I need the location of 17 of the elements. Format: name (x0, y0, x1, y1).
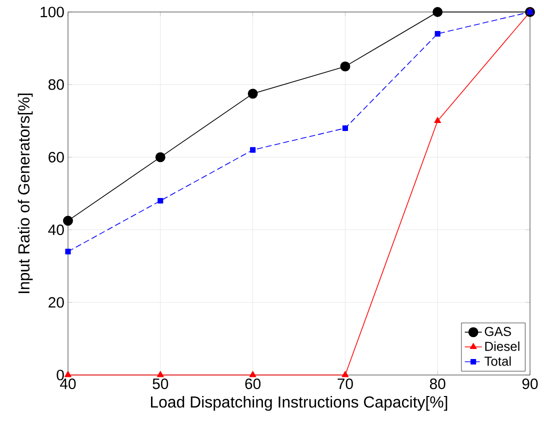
y-axis-title: Input Ratio of Generators[%] (18, 94, 33, 294)
y-tick-label: 60 (48, 152, 64, 162)
y-tick-label: 80 (48, 79, 64, 90)
x-tick-label: 80 (430, 378, 446, 390)
x-tick-label: 50 (152, 378, 168, 390)
legend-label: GAS (484, 326, 511, 336)
y-tick-label: 40 (48, 224, 64, 236)
y-tick-label: 100 (40, 6, 64, 18)
y-tick-label: 0 (56, 370, 64, 380)
x-tick-label: 40 (60, 378, 76, 390)
x-axis-title: Load Dispatching Instructions Capacity[%] (151, 396, 448, 411)
legend-label: Total (484, 356, 511, 366)
x-tick-label: 60 (245, 378, 261, 390)
x-tick-label: 90 (522, 378, 538, 390)
x-tick-label: 70 (338, 378, 353, 390)
legend-label: Diesel (485, 341, 520, 351)
y-tick-label: 20 (48, 297, 64, 308)
